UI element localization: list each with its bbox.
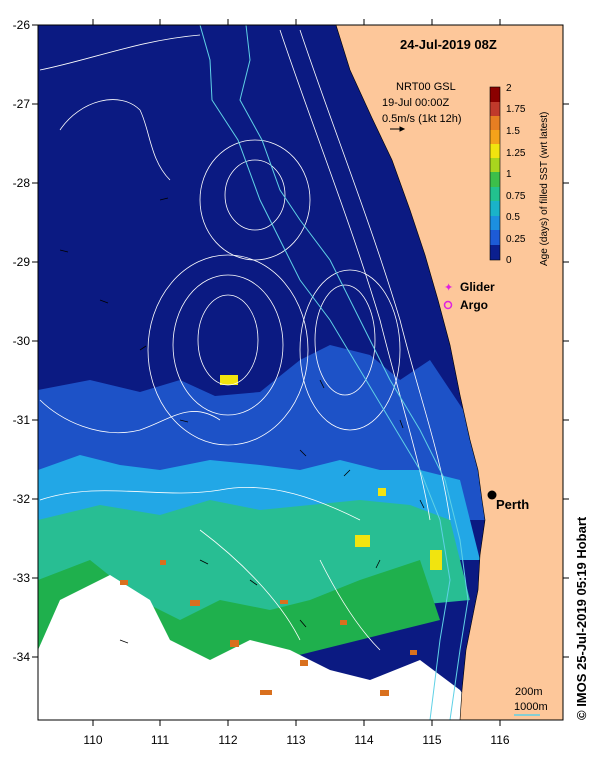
legend-glider: Glider [460,280,495,294]
latitude-axis: -26 -27 -28 -29 -30 -31 -32 -33 -34 [13,18,569,664]
map-area [38,25,563,720]
colorbar-tick: 1.75 [506,104,526,115]
lat-tick-label: -29 [13,255,31,269]
colorbar-seg [490,245,500,260]
colorbar-tick: 0.25 [506,234,526,245]
isobath-200m [239,25,469,720]
colorbar: 2 1.75 1.5 1.25 1 0.75 0.5 0.25 0 Age (d… [489,83,550,266]
colorbar-tick: 1.25 [506,148,526,159]
colorbar-tick: 1 [506,169,512,180]
product-date: 19-Jul 00:00Z [382,97,450,109]
argo-marker-icon [443,300,453,310]
plot-frame [37,24,564,721]
lon-tick-label: 111 [151,733,170,747]
legend-argo: Argo [460,298,488,312]
colorbar-tick: 2 [506,83,512,94]
colorbar-seg [490,230,500,245]
colorbar-tick: 0.75 [506,191,526,202]
land [335,25,563,720]
product-name: NRT00 GSL [396,81,456,93]
glider-marker-icon: ✦ [444,282,453,294]
scale-200m: 200m [515,686,543,698]
isobath-1000m [199,25,451,720]
colorbar-seg [490,144,500,158]
lat-tick-label: -31 [13,413,31,427]
lat-tick-label: -26 [13,18,31,32]
perth-marker-icon [487,490,497,500]
legend: ✦ Glider Argo [443,280,495,312]
yellow-patches [220,375,442,570]
lat-tick-label: -30 [13,334,31,348]
lat-tick-label: -33 [13,571,31,585]
colorbar-seg [490,187,500,201]
lon-tick-label: 113 [286,733,305,747]
no-data-region [38,575,480,720]
vector-scale-label: 0.5m/s (1kt 12h) [382,113,461,125]
colorbar-seg [490,87,500,102]
lon-tick-label: 110 [83,733,102,747]
colorbar-seg [490,158,500,172]
colorbar-seg [490,116,500,130]
longitude-axis: 110 111 112 113 114 115 116 [83,19,510,747]
lat-tick-label: -27 [13,97,31,111]
lon-tick-label: 114 [354,733,373,747]
colorbar-seg [490,201,500,216]
lon-tick-label: 116 [490,733,509,747]
scale-1000m: 1000m [514,701,548,713]
colorbar-seg [490,130,500,144]
colorbar-tick: 1.5 [506,126,520,137]
lat-tick-label: -34 [13,650,31,664]
colorbar-seg [490,172,500,187]
lon-tick-label: 112 [218,733,237,747]
colorbar-tick: 0.5 [506,212,520,223]
colorbar-seg [490,216,500,230]
colorbar-label: Age (days) of filled SST (wrt latest) [539,112,550,266]
contours [39,29,451,651]
map-title: 24-Jul-2019 08Z [400,37,497,52]
city-label: Perth [496,497,529,512]
lat-tick-label: -32 [13,492,31,506]
credit-text: © IMOS 25-Jul-2019 05:19 Hobart [574,516,589,720]
current-vectors [59,197,425,644]
vector-scale-arrow-icon [390,126,406,132]
lat-tick-label: -28 [13,176,31,190]
lon-tick-label: 115 [422,733,441,747]
colorbar-tick: 0 [506,255,512,266]
colorbar-seg [490,102,500,116]
old-data-specks [120,560,417,696]
